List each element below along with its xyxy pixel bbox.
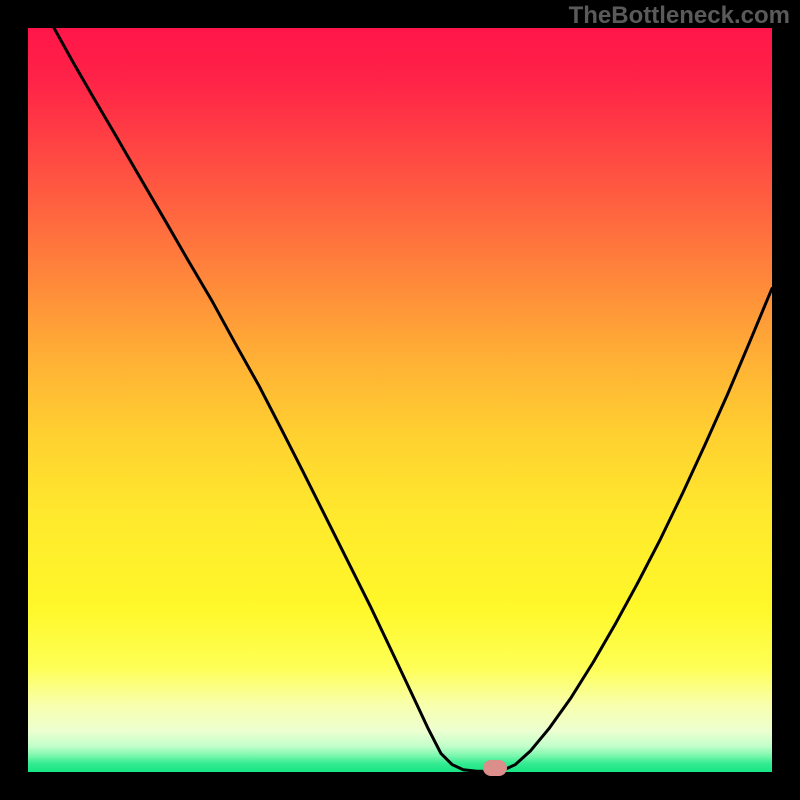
plot-area	[28, 28, 772, 772]
watermark-text: TheBottleneck.com	[569, 2, 790, 30]
optimal-marker	[483, 760, 507, 776]
curve-path	[54, 28, 772, 771]
bottleneck-curve	[28, 28, 772, 772]
chart-frame: TheBottleneck.com	[0, 0, 800, 800]
